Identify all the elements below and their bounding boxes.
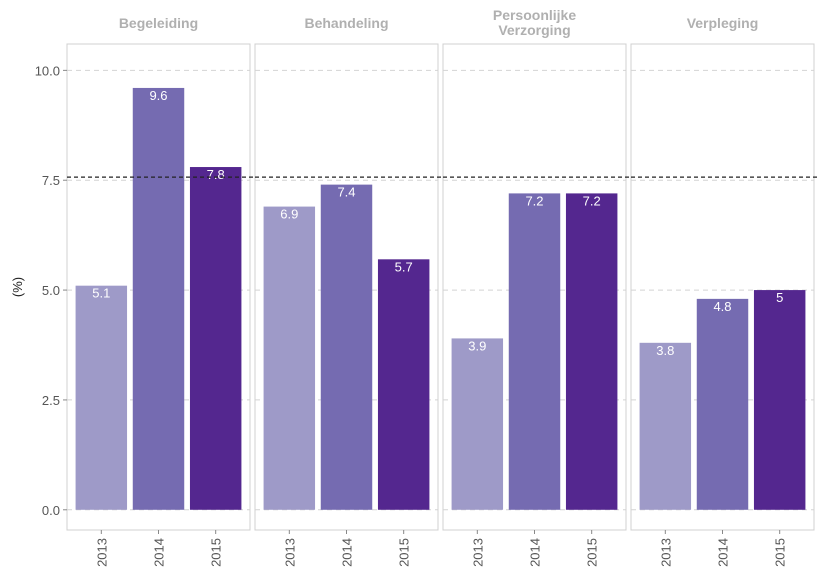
- bar: [565, 193, 618, 510]
- value-label: 7.8: [207, 167, 225, 182]
- bar: [508, 193, 561, 510]
- x-tick-label: 2015: [209, 538, 224, 567]
- value-label: 6.9: [280, 207, 298, 222]
- x-tick-label: 2014: [152, 538, 167, 567]
- value-label: 5.1: [92, 286, 110, 301]
- value-label: 3.9: [468, 338, 486, 353]
- x-tick-label: 2014: [528, 538, 543, 567]
- value-label: 7.2: [583, 193, 601, 208]
- x-tick-label: 2013: [658, 538, 673, 567]
- x-tick-label: 2015: [773, 538, 788, 567]
- facet-title: Behandeling: [304, 14, 389, 31]
- bar: [639, 342, 692, 510]
- y-axis-label: (%): [10, 277, 25, 297]
- value-label: 7.2: [525, 193, 543, 208]
- x-tick-label: 2013: [470, 538, 485, 567]
- x-tick-label: 2014: [340, 538, 355, 567]
- x-tick-label: 2015: [585, 538, 600, 567]
- value-label: 9.6: [149, 88, 167, 103]
- bar: [320, 184, 373, 510]
- facet-title: Verpleging: [686, 14, 759, 31]
- x-tick-label: 2013: [282, 538, 297, 567]
- value-label: 3.8: [656, 343, 674, 358]
- bar: [263, 206, 316, 510]
- bar: [451, 338, 504, 510]
- y-tick-label: 5.0: [42, 283, 60, 298]
- bar: [132, 87, 185, 510]
- x-tick-label: 2013: [94, 538, 109, 567]
- facet-title: Begeleiding: [118, 14, 199, 31]
- x-tick-label: 2015: [397, 538, 412, 567]
- value-label: 5.7: [395, 259, 413, 274]
- value-label: 4.8: [713, 299, 731, 314]
- bar: [377, 259, 430, 510]
- value-label: 5: [776, 290, 783, 305]
- value-label: 7.4: [337, 185, 355, 200]
- y-tick-label: 10.0: [35, 63, 60, 78]
- x-tick-label: 2014: [716, 538, 731, 567]
- y-tick-label: 7.5: [42, 173, 60, 188]
- bar: [696, 298, 749, 510]
- bar: [75, 285, 128, 510]
- bar: [189, 167, 242, 510]
- y-tick-label: 0.0: [42, 503, 60, 518]
- bar: [753, 290, 806, 510]
- y-tick-label: 2.5: [42, 393, 60, 408]
- facet-title: Persoonlijke Verzorging: [492, 7, 577, 38]
